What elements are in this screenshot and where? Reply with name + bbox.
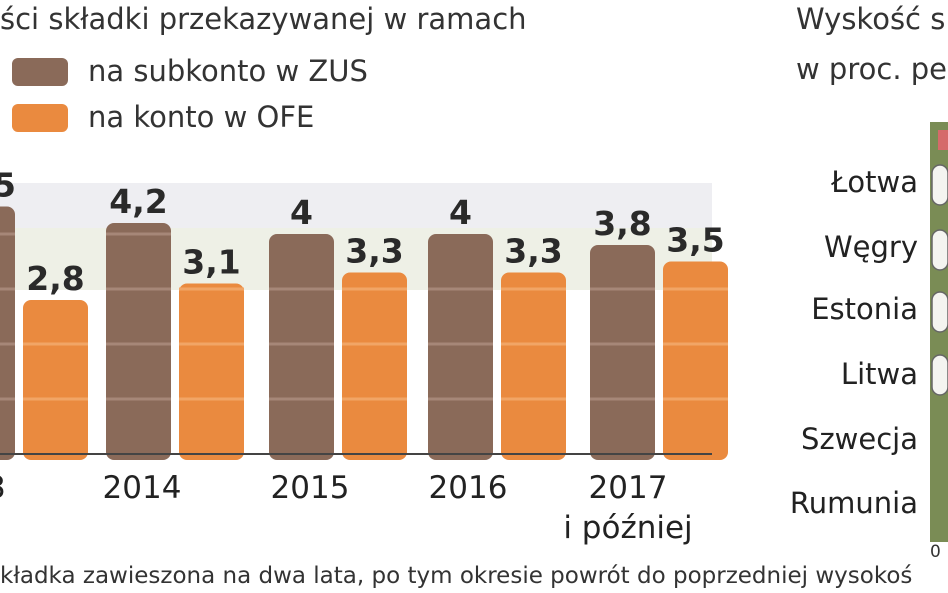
data-label-zus-1: 4,2 xyxy=(109,182,167,221)
data-label-zus-2: 4 xyxy=(290,193,313,232)
country-label-szwecja: Szwecja xyxy=(801,422,918,456)
data-label-ofe-0: 2,8 xyxy=(26,259,84,298)
right-panel-graphic xyxy=(930,122,948,542)
bar-ofe-3 xyxy=(501,272,566,460)
footnote: kładka zawieszona na dwa lata, po tym ok… xyxy=(0,563,913,589)
data-label-ofe-2: 3,3 xyxy=(345,232,403,271)
x-tick-label-2: 2015 xyxy=(270,470,350,506)
country-label-wegry: Węgry xyxy=(823,230,918,264)
right-panel-marker xyxy=(938,130,948,150)
x-tick-label-1: 2014 xyxy=(102,470,182,506)
legend-item-ofe: na konto w OFE xyxy=(12,100,432,140)
bar-ofe-2 xyxy=(342,272,407,460)
x-tick-label-3: 2016 xyxy=(428,470,508,506)
data-label-ofe-4: 3,5 xyxy=(666,221,724,260)
legend-label-zus: na subkonto w ZUS xyxy=(88,54,368,88)
country-label-rumunia: Rumunia xyxy=(789,486,918,520)
bar-zus-2 xyxy=(269,234,334,460)
data-label-ofe-1: 3,1 xyxy=(182,243,240,282)
bar-zus-3 xyxy=(428,234,493,460)
right-panel-axis-zero: 0 xyxy=(930,542,941,562)
chart-title: ści składki przekazywanej w ramach xyxy=(0,2,527,36)
legend-item-zus: na subkonto w ZUS xyxy=(12,54,432,94)
country-label-estonia: Estonia xyxy=(811,292,918,326)
x-tick-label-4-line2: i później xyxy=(563,510,693,546)
right-panel-title-line1: Wyskość s xyxy=(796,2,946,36)
bars-group: 5 2,8 4,2 3,1 4 3,3 4 3,3 3,8 3,5 xyxy=(0,166,728,460)
x-tick-label-4: 2017 xyxy=(588,470,668,506)
legend-label-ofe: na konto w OFE xyxy=(88,100,315,134)
bar-ofe-0 xyxy=(23,300,88,460)
data-label-ofe-3: 3,3 xyxy=(504,232,562,271)
right-panel-cap-1 xyxy=(931,164,948,206)
x-tick-label-0: 3 xyxy=(0,470,86,506)
bar-zus-0 xyxy=(0,206,15,460)
bar-zus-1 xyxy=(106,223,171,460)
bar-ofe-4 xyxy=(663,261,728,460)
data-label-zus-4: 3,8 xyxy=(593,204,651,243)
right-panel-title-line2: w proc. pe xyxy=(796,52,948,86)
data-label-zus-3: 4 xyxy=(449,193,472,232)
chart-band-top xyxy=(0,183,712,228)
legend-swatch-zus xyxy=(12,58,68,86)
country-label-litwa: Litwa xyxy=(840,357,918,391)
right-panel-cap-2 xyxy=(931,229,948,271)
right-panel-cap-4 xyxy=(931,354,948,396)
country-label-lotwa: Łotwa xyxy=(831,165,918,199)
data-label-zus-0: 5 xyxy=(0,166,16,205)
right-panel-cap-3 xyxy=(931,291,948,333)
legend-swatch-ofe xyxy=(12,104,68,132)
bar-zus-4 xyxy=(590,245,655,460)
bar-ofe-1 xyxy=(179,283,244,460)
